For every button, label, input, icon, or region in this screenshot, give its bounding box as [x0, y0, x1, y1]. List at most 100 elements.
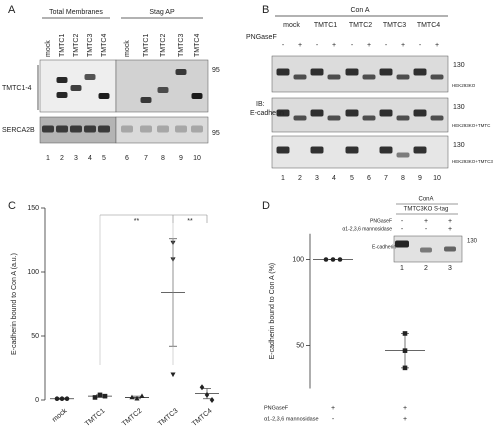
y-tick-label: 50 [31, 333, 39, 340]
data-point [97, 392, 103, 398]
blot-band [310, 109, 324, 117]
blot-band [121, 125, 133, 133]
lane-number: 6 [367, 175, 371, 182]
inset-sign: - [401, 226, 404, 233]
x-tick-label: TMTC3 [157, 408, 179, 428]
inset-band-label: E-cadherin [372, 244, 396, 250]
treatment-sign: - [316, 42, 319, 49]
condition-sign: + [403, 405, 407, 412]
lane-label: mock [124, 40, 131, 57]
inset-sign: + [448, 226, 452, 233]
lane-number: 1 [281, 175, 285, 182]
blot-band [396, 74, 410, 80]
blot-band [191, 125, 203, 133]
data-point [139, 393, 145, 398]
inset-lane-number: 3 [448, 265, 452, 272]
lane-label: TMTC3 [383, 22, 406, 29]
blot-band [157, 87, 169, 93]
blot-band [327, 115, 341, 121]
blot-band [345, 68, 359, 76]
lane-label: mock [283, 22, 300, 29]
blot-band [444, 246, 456, 252]
lane-number: 4 [88, 155, 92, 162]
x-tick-label: TMTC1 [84, 408, 106, 428]
treatment-sign: + [435, 42, 439, 49]
blot-band [327, 74, 341, 80]
x-tick-label: TMTC2 [121, 408, 143, 428]
probe-label: E-cadherin [250, 110, 284, 117]
data-point [204, 391, 210, 398]
data-point [59, 396, 65, 402]
inset-subheader: TMTC3KO S-tag [404, 207, 449, 213]
lane-label: TMTC1 [59, 34, 66, 57]
y-axis-label: E-cadherin bound to Con A (%) [269, 263, 276, 360]
marker-label: 95 [212, 130, 220, 137]
lane-label: TMTC4 [417, 22, 440, 29]
lane-number: 8 [401, 175, 405, 182]
treatment-sign: - [385, 42, 388, 49]
panel-letter: A [8, 4, 16, 16]
y-tick-label: 0 [35, 397, 39, 404]
blot-band [362, 115, 376, 121]
inset-lane-number: 1 [400, 265, 404, 272]
blot-band [42, 125, 54, 133]
marker-label: 130 [453, 142, 465, 149]
marker-label: 130 [453, 62, 465, 69]
condition-sign: + [403, 416, 407, 423]
treatment-sign: + [332, 42, 336, 49]
data-point [170, 372, 176, 378]
blot-band [84, 125, 96, 133]
lane-number: 10 [193, 155, 201, 162]
significance-label: ** [187, 218, 193, 225]
blot-band [395, 240, 409, 248]
blot-band [276, 68, 290, 76]
row-label: TMTC1-4 [2, 85, 32, 92]
blot-band [413, 68, 427, 76]
blot-band [70, 85, 82, 91]
blot-band [430, 115, 444, 121]
lane-label: TMTC3 [178, 34, 185, 57]
blot-band [157, 125, 169, 133]
blot-band [420, 247, 432, 253]
lane-label: TMTC2 [349, 22, 372, 29]
cell-line-label: HEK293KO [452, 83, 476, 88]
header: Con A [350, 7, 369, 14]
y-tick-label: 100 [292, 256, 304, 263]
y-tick-label: 50 [296, 342, 304, 349]
lane-label: TMTC2 [160, 34, 167, 57]
inset-lane-number: 2 [424, 265, 428, 272]
lane-number: 1 [46, 155, 50, 162]
lane-label: mock [45, 40, 52, 57]
lane-number: 7 [144, 155, 148, 162]
treatment-sign: + [401, 42, 405, 49]
blot-band [293, 115, 307, 121]
blot-band [276, 109, 290, 117]
blot-band [84, 74, 96, 80]
blot-band [191, 93, 203, 99]
data-point [199, 384, 205, 391]
blot-band [396, 115, 410, 121]
blot-band [98, 93, 110, 99]
blot-band [413, 109, 427, 117]
inset-sign: - [425, 226, 428, 233]
blot-band [379, 68, 393, 76]
blot-band [140, 97, 152, 103]
group-label: Stag AP [149, 9, 175, 16]
probe-label: IB: [256, 101, 265, 108]
blot-band [293, 74, 307, 80]
treatment-sign: + [367, 42, 371, 49]
lane-label: TMTC2 [73, 34, 80, 57]
y-axis-label: E-cadherin bound to Con A (a.u.) [11, 253, 18, 355]
lane-number: 5 [102, 155, 106, 162]
blot-band [175, 125, 187, 133]
inset-row-label: PNGaseF [370, 218, 392, 224]
blot-band [56, 125, 68, 133]
data-point [323, 257, 329, 262]
blot-band [98, 125, 110, 133]
blot-band [396, 152, 410, 158]
significance-label: ** [134, 218, 140, 225]
treatment-sign: - [282, 42, 285, 49]
inset-sign: - [401, 218, 404, 225]
condition-label: α1-2,3,6 mannosidase [264, 416, 319, 422]
data-point [209, 397, 215, 403]
